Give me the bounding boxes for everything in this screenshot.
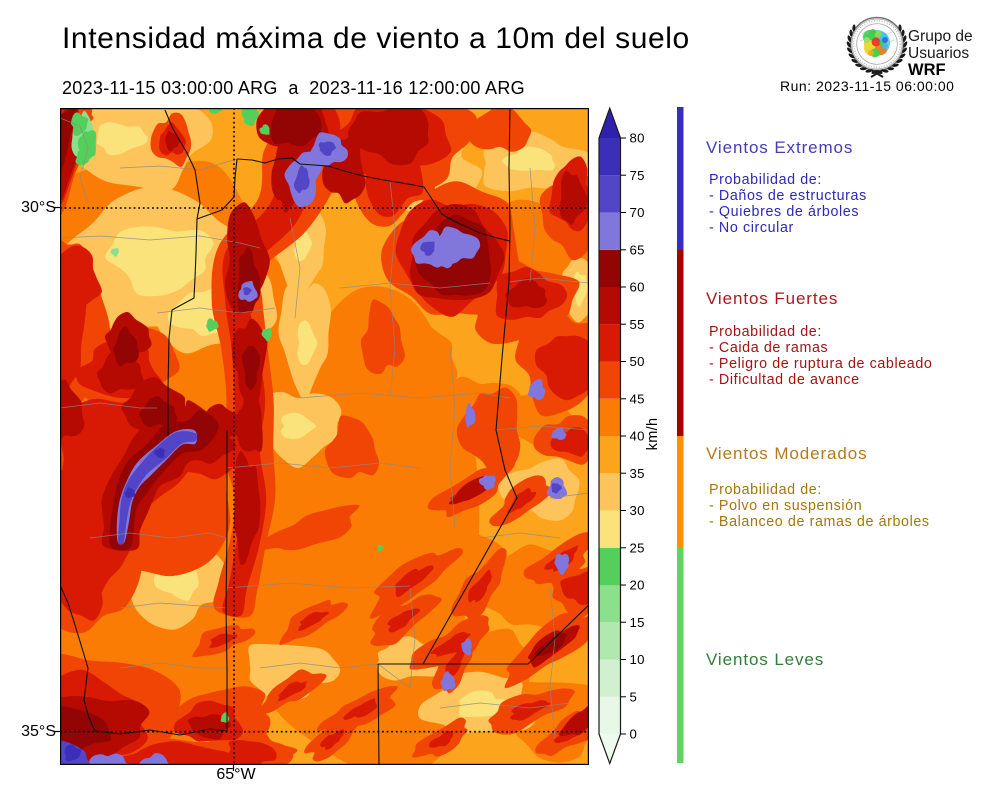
svg-text:50: 50 [630,354,645,369]
svg-text:WRF: WRF [908,61,946,79]
svg-text:30: 30 [630,503,645,518]
svg-text:45: 45 [630,391,645,406]
svg-text:km/h: km/h [645,418,661,451]
svg-text:0: 0 [630,727,638,742]
svg-text:60: 60 [630,280,645,295]
svg-text:40: 40 [630,429,645,444]
svg-text:65: 65 [630,242,645,257]
svg-text:Grupo de: Grupo de [908,28,973,45]
svg-text:10: 10 [630,652,645,667]
svg-text:25: 25 [630,540,645,555]
svg-text:15: 15 [630,615,645,630]
svg-text:55: 55 [630,317,645,332]
svg-text:70: 70 [630,205,645,220]
svg-text:80: 80 [630,131,645,146]
svg-text:35: 35 [630,466,645,481]
svg-text:5: 5 [630,689,638,704]
svg-text:Usuarios: Usuarios [908,45,969,62]
svg-text:75: 75 [630,168,645,183]
svg-text:20: 20 [630,578,645,593]
